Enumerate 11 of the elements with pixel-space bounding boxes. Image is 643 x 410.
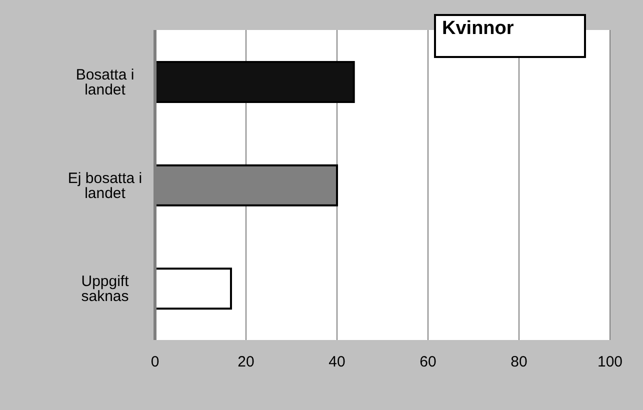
x-tick-label: 60: [420, 354, 436, 371]
bar: [155, 61, 355, 103]
chart-title: Kvinnor: [442, 18, 514, 40]
y-tick-label: Bosatta i landet: [76, 66, 134, 98]
x-tick-label: 40: [328, 354, 346, 371]
y-tick-label: Ej bosatta i landet: [68, 170, 142, 202]
x-tick-label: 20: [238, 354, 254, 371]
y-tick-label: Uppgift saknas: [81, 273, 130, 306]
x-tick-label: 80: [510, 354, 528, 371]
x-tick-label: 100: [597, 354, 623, 371]
x-tick-label: 0: [150, 354, 160, 371]
